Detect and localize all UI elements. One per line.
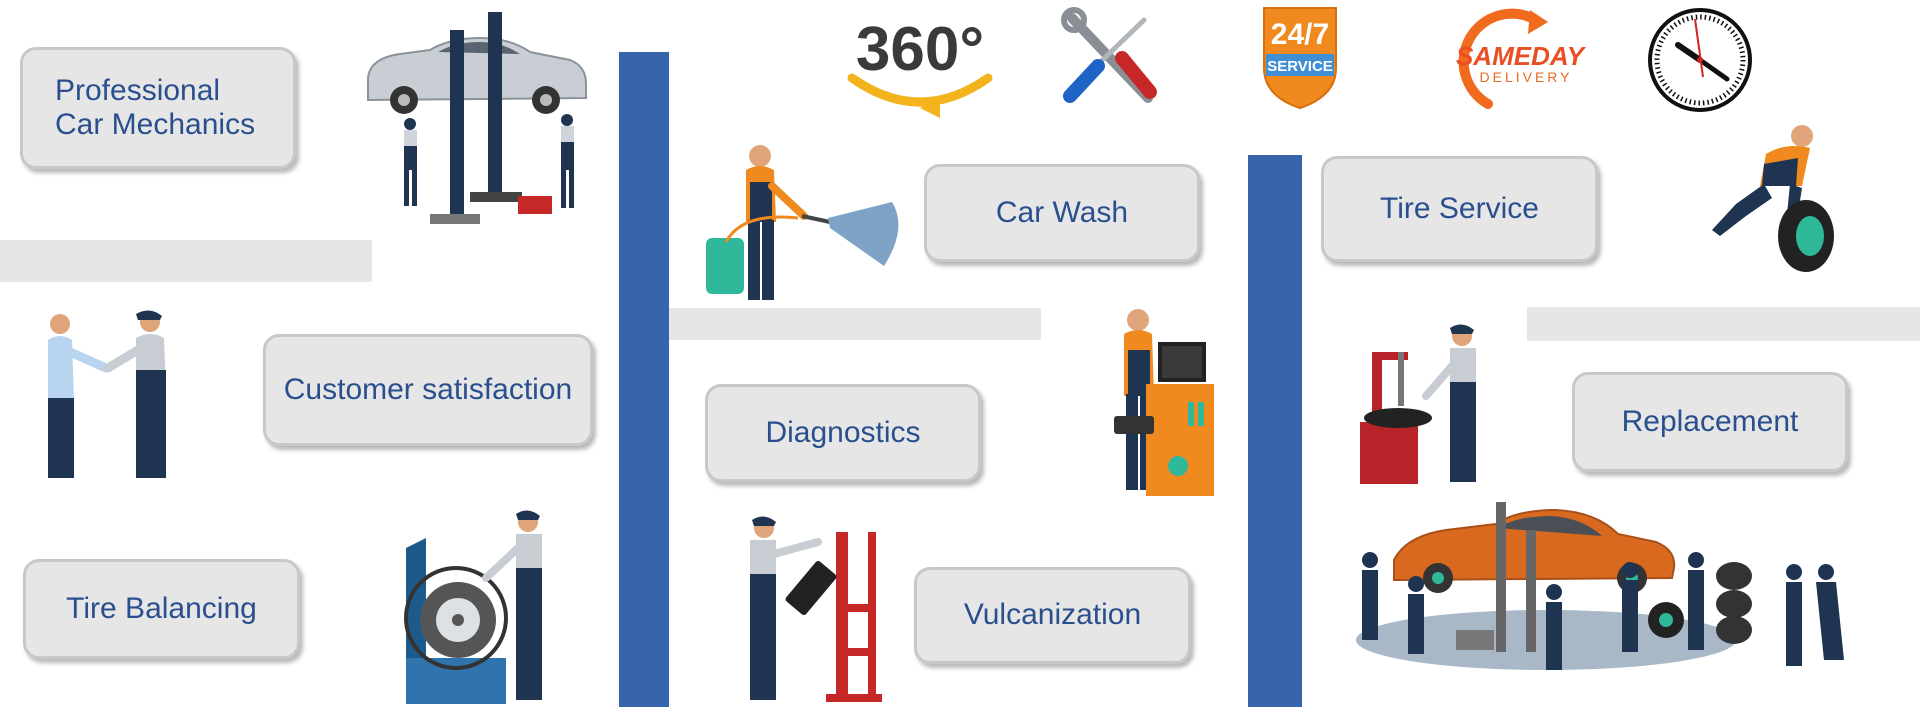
car-wash-worker-illustration [706,145,899,300]
handshake-customer-illustration [48,310,166,478]
gray-band-left [0,240,372,282]
clock-icon [1648,8,1752,112]
vulcanization-press-illustration [750,516,882,702]
service-text: SERVICE [1267,58,1333,75]
diagnostics-label: Diagnostics [705,384,981,482]
car-replacement-team-illustration [1356,502,1844,670]
360-degrees-icon: 360° [847,15,993,118]
sameday-delivery-icon: SAMEDAY DELIVERY [1456,8,1587,109]
tire-balancing-machine-illustration [404,510,542,704]
tire-balancing-label: Tire Balancing [23,559,300,659]
360-text: 360° [856,15,984,84]
divider-bar-left [619,52,669,707]
car-lift-mechanics-illustration [367,12,587,224]
car-wash-label: Car Wash [924,164,1200,262]
tire-rolling-worker-illustration [1712,125,1834,272]
vulcanization-label: Vulcanization [914,567,1191,664]
tire-changer-machine-illustration [1360,324,1476,484]
professional-line-1: Professional [55,73,221,107]
24-7-service-badge-icon: 24/7 SERVICE [1263,7,1337,110]
professional-line-2: Car Mechanics [55,108,256,141]
customer-satisfaction-label: Customer satisfaction [263,334,593,446]
24-7-text: 24/7 [1271,18,1329,51]
replacement-label: Replacement [1572,372,1848,472]
delivery-text: DELIVERY [1480,69,1573,85]
gray-band-right [1527,307,1920,341]
professional-car-mechanics-label: Professional Car Mechanics [20,47,296,169]
tire-service-label: Tire Service [1321,156,1598,262]
gray-band-middle [669,308,1041,340]
sameday-text: SAMEDAY [1456,41,1587,71]
diagnostics-technician-illustration [1114,309,1214,496]
divider-bar-right [1248,155,1302,707]
tools-icon [1061,7,1157,103]
